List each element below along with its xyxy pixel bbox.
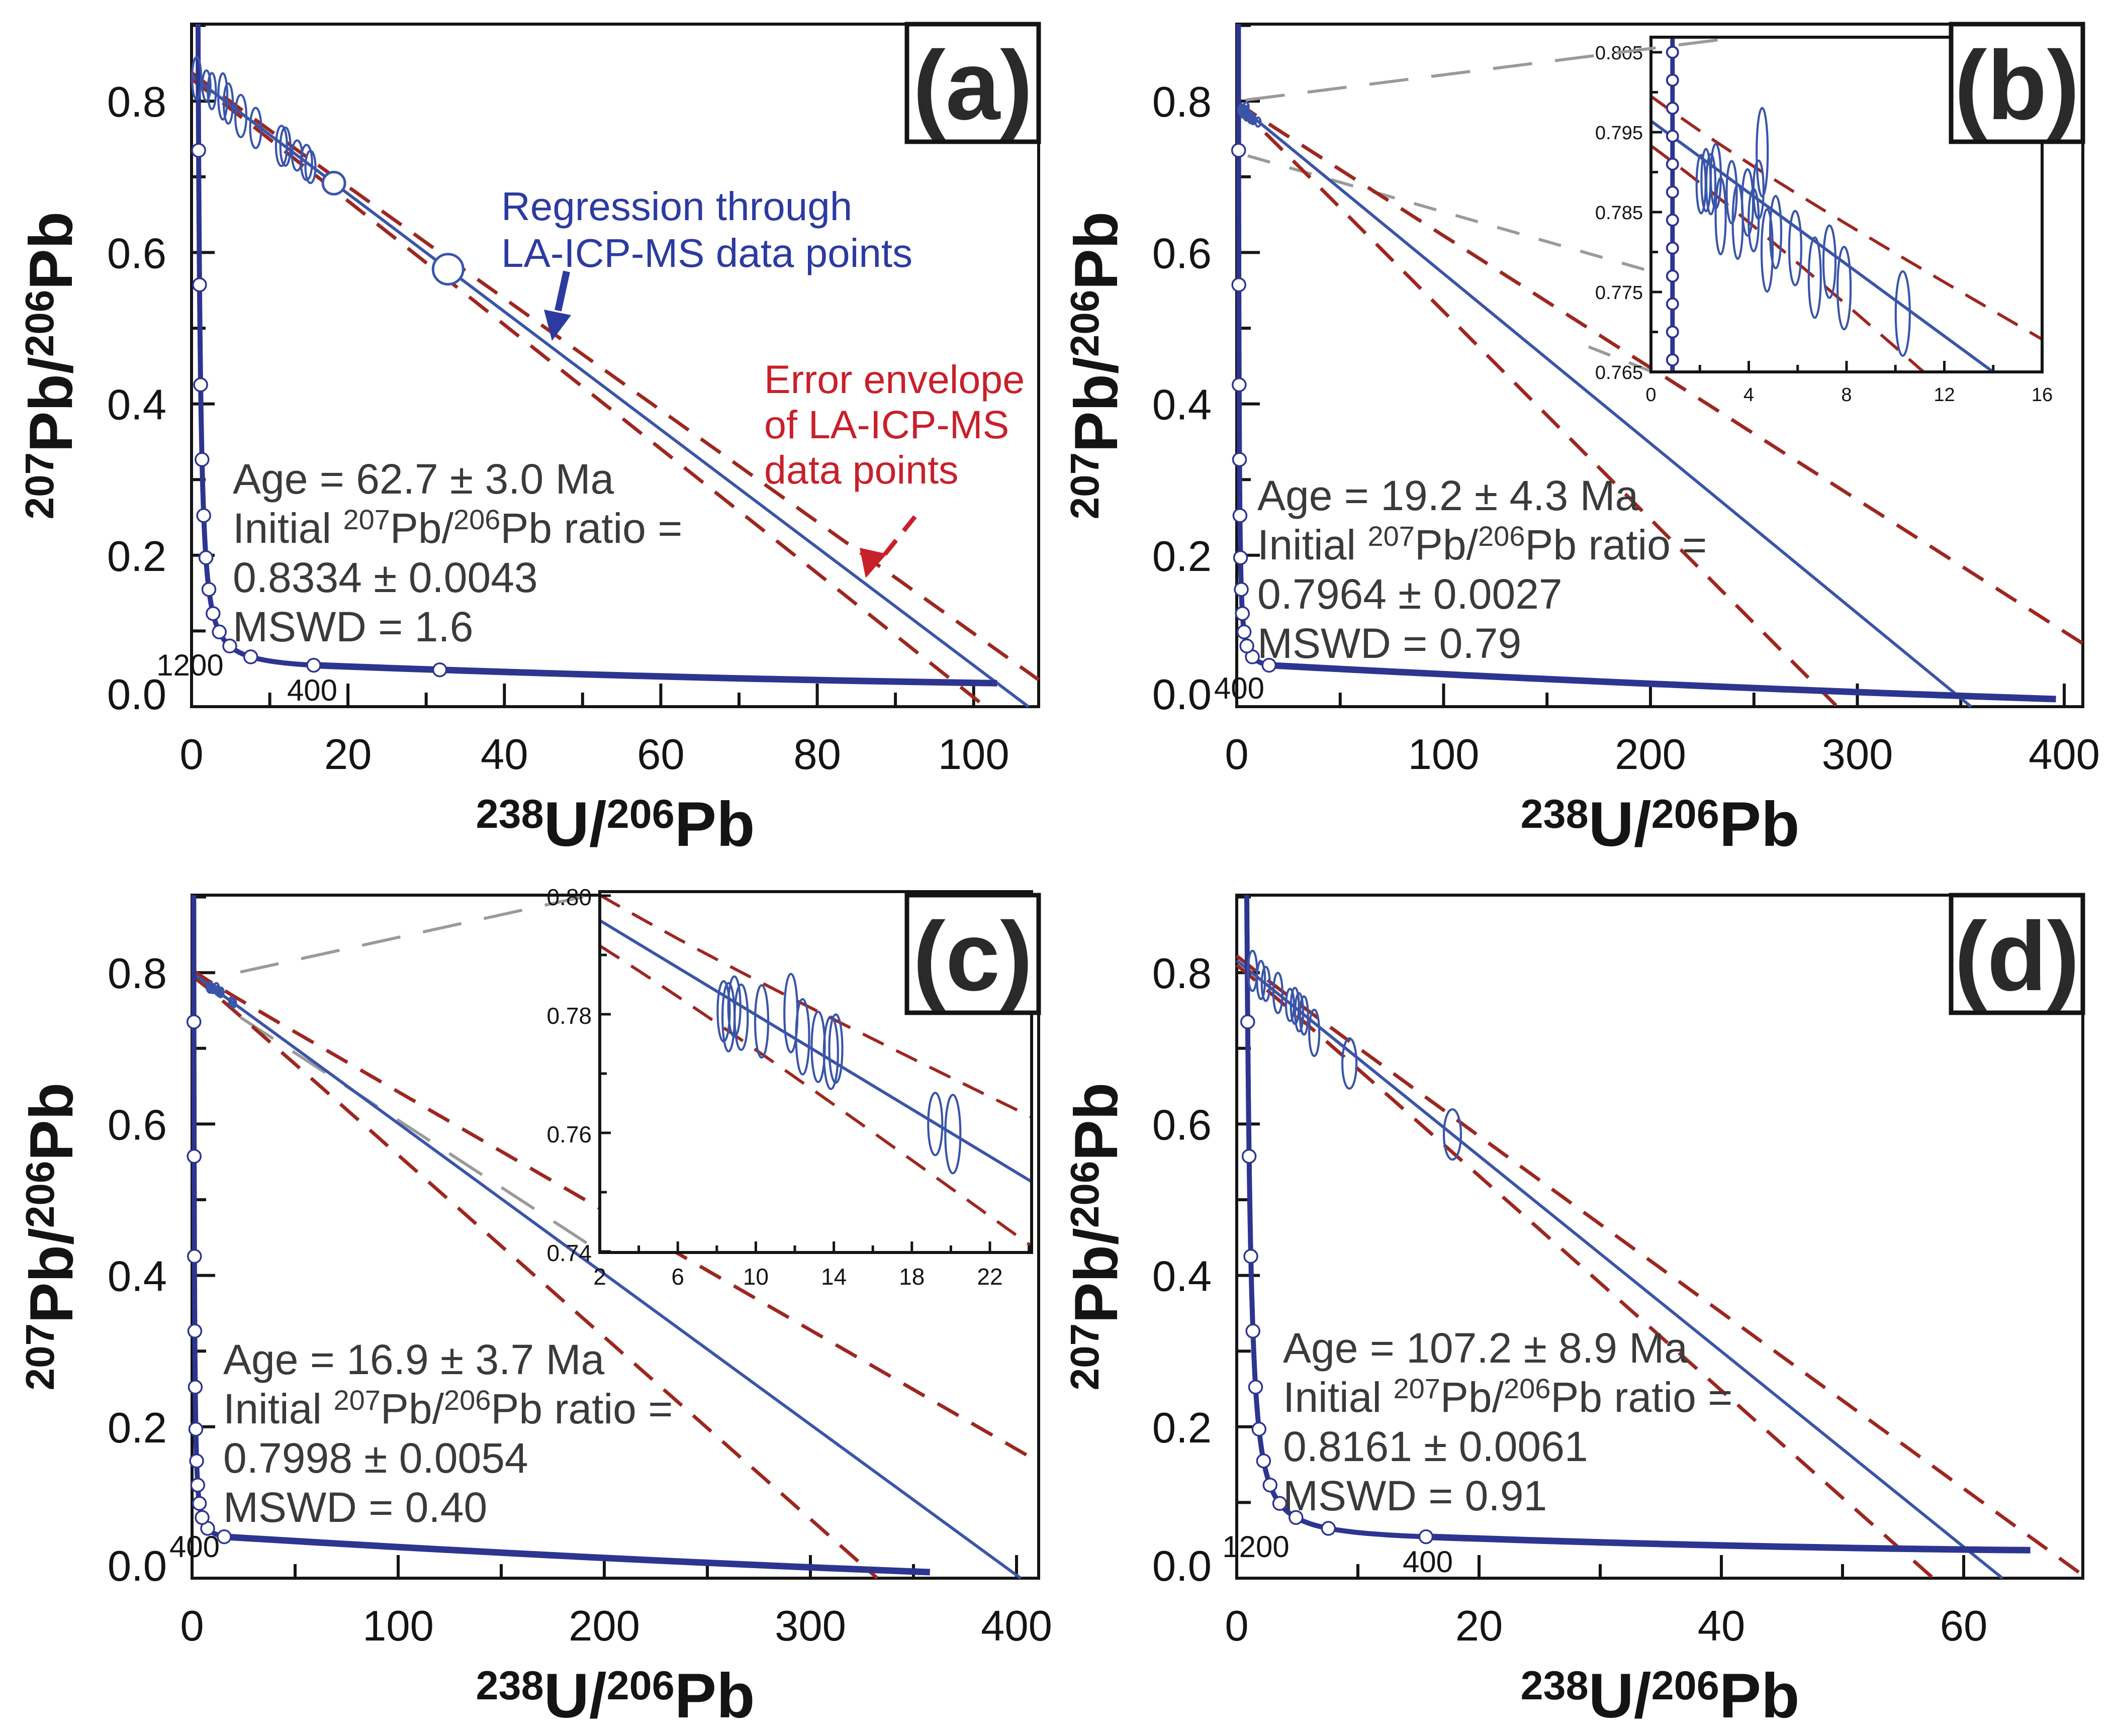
- svg-text:0.7964 ± 0.0027: 0.7964 ± 0.0027: [1257, 570, 1562, 618]
- svg-text:300: 300: [775, 1602, 846, 1650]
- svg-text:16: 16: [2032, 384, 2053, 406]
- svg-text:60: 60: [1940, 1602, 1988, 1650]
- svg-text:0.795: 0.795: [1595, 123, 1643, 144]
- svg-text:207Pb/206Pb: 207Pb/206Pb: [17, 212, 85, 520]
- svg-text:22: 22: [977, 1264, 1002, 1290]
- svg-text:80: 80: [793, 731, 841, 779]
- svg-text:0.74: 0.74: [546, 1240, 592, 1266]
- svg-text:0.0: 0.0: [1152, 671, 1212, 719]
- svg-text:(d): (d): [1955, 902, 2080, 1011]
- svg-text:0.78: 0.78: [546, 1003, 592, 1029]
- svg-text:Initial 207Pb/206Pb ratio =: Initial 207Pb/206Pb ratio =: [1257, 520, 1707, 568]
- svg-text:207Pb/206Pb: 207Pb/206Pb: [17, 1083, 85, 1391]
- svg-text:Initial 207Pb/206Pb ratio =: Initial 207Pb/206Pb ratio =: [223, 1384, 673, 1432]
- svg-text:238U/206Pb: 238U/206Pb: [1520, 790, 1799, 859]
- svg-text:0.8334 ± 0.0043: 0.8334 ± 0.0043: [233, 554, 538, 601]
- svg-text:0.4: 0.4: [107, 381, 166, 429]
- svg-text:0: 0: [179, 731, 203, 779]
- svg-text:Initial 207Pb/206Pb ratio =: Initial 207Pb/206Pb ratio =: [233, 504, 682, 552]
- svg-text:0: 0: [1225, 731, 1248, 779]
- svg-text:0.8161 ± 0.0061: 0.8161 ± 0.0061: [1283, 1423, 1588, 1470]
- svg-text:0: 0: [1225, 1602, 1248, 1650]
- svg-text:400: 400: [981, 1602, 1052, 1650]
- svg-text:207Pb/206Pb: 207Pb/206Pb: [1062, 1083, 1130, 1391]
- svg-text:0.785: 0.785: [1595, 203, 1643, 224]
- svg-text:of LA-ICP-MS: of LA-ICP-MS: [764, 402, 1009, 447]
- svg-text:238U/206Pb: 238U/206Pb: [476, 1661, 755, 1731]
- svg-text:MSWD = 0.91: MSWD = 0.91: [1283, 1472, 1547, 1519]
- svg-text:0.4: 0.4: [1152, 1253, 1212, 1301]
- svg-text:207Pb/206Pb: 207Pb/206Pb: [1062, 212, 1130, 520]
- svg-text:0.0: 0.0: [108, 1542, 167, 1590]
- svg-text:0.6: 0.6: [107, 230, 166, 277]
- svg-text:0.2: 0.2: [1152, 533, 1212, 581]
- svg-text:0.765: 0.765: [1595, 362, 1643, 383]
- svg-text:0.8: 0.8: [1152, 78, 1212, 126]
- svg-text:12: 12: [1934, 384, 1955, 406]
- svg-text:100: 100: [1408, 731, 1480, 779]
- svg-text:1200: 1200: [1222, 1530, 1289, 1564]
- svg-text:8: 8: [1841, 384, 1852, 406]
- svg-text:0.0: 0.0: [107, 671, 166, 719]
- svg-text:238U/206Pb: 238U/206Pb: [476, 790, 755, 859]
- svg-text:0: 0: [1645, 384, 1656, 406]
- svg-text:Age = 62.7 ± 3.0 Ma: Age = 62.7 ± 3.0 Ma: [233, 455, 614, 503]
- svg-text:0: 0: [180, 1602, 204, 1650]
- svg-text:MSWD = 0.40: MSWD = 0.40: [223, 1484, 487, 1531]
- svg-text:0.2: 0.2: [107, 533, 166, 581]
- svg-text:18: 18: [899, 1264, 925, 1290]
- svg-text:100: 100: [362, 1602, 434, 1650]
- svg-text:0.4: 0.4: [108, 1253, 167, 1301]
- svg-text:200: 200: [1615, 731, 1686, 779]
- svg-text:MSWD = 0.79: MSWD = 0.79: [1257, 620, 1521, 667]
- svg-text:0.4: 0.4: [1152, 381, 1212, 429]
- svg-text:2: 2: [593, 1264, 606, 1290]
- svg-text:4: 4: [1743, 384, 1754, 406]
- svg-text:0.8: 0.8: [108, 950, 167, 998]
- svg-text:LA-ICP-MS data points: LA-ICP-MS data points: [501, 231, 912, 275]
- svg-text:10: 10: [743, 1264, 769, 1290]
- svg-text:400: 400: [287, 673, 337, 707]
- svg-text:40: 40: [1698, 1602, 1745, 1650]
- svg-text:20: 20: [1455, 1602, 1503, 1650]
- svg-text:Age = 16.9 ± 3.7 Ma: Age = 16.9 ± 3.7 Ma: [223, 1336, 605, 1383]
- svg-text:400: 400: [2029, 731, 2100, 779]
- svg-text:0.775: 0.775: [1595, 282, 1643, 304]
- svg-text:Age = 107.2 ± 8.9 Ma: Age = 107.2 ± 8.9 Ma: [1283, 1324, 1688, 1372]
- svg-text:(c): (c): [913, 902, 1033, 1011]
- svg-text:200: 200: [569, 1602, 640, 1650]
- svg-text:14: 14: [821, 1264, 847, 1290]
- svg-text:100: 100: [938, 731, 1009, 779]
- svg-text:60: 60: [637, 731, 685, 779]
- svg-text:238U/206Pb: 238U/206Pb: [1520, 1661, 1799, 1731]
- svg-text:1200: 1200: [156, 648, 223, 682]
- svg-text:0.6: 0.6: [108, 1101, 167, 1149]
- svg-text:40: 40: [481, 731, 528, 779]
- svg-text:(a): (a): [913, 31, 1033, 140]
- svg-text:20: 20: [324, 731, 372, 779]
- svg-text:0.2: 0.2: [108, 1404, 167, 1452]
- svg-text:0.8: 0.8: [107, 78, 166, 126]
- svg-text:data points: data points: [764, 447, 959, 492]
- svg-text:Regression through: Regression through: [501, 184, 852, 229]
- svg-text:6: 6: [671, 1264, 684, 1290]
- svg-text:0.76: 0.76: [546, 1121, 592, 1147]
- svg-text:0.0: 0.0: [1152, 1542, 1212, 1590]
- svg-text:400: 400: [1403, 1545, 1453, 1579]
- svg-text:0.8: 0.8: [1152, 950, 1212, 998]
- svg-text:0.7998 ± 0.0054: 0.7998 ± 0.0054: [223, 1434, 528, 1482]
- svg-text:400: 400: [1214, 671, 1264, 705]
- svg-text:Age = 19.2 ± 4.3 Ma: Age = 19.2 ± 4.3 Ma: [1257, 472, 1639, 519]
- svg-text:300: 300: [1822, 731, 1893, 779]
- svg-text:0.6: 0.6: [1152, 1101, 1212, 1149]
- svg-text:(b): (b): [1955, 31, 2080, 140]
- svg-text:Error envelope: Error envelope: [764, 357, 1025, 402]
- svg-text:0.80: 0.80: [546, 884, 592, 910]
- svg-text:0.2: 0.2: [1152, 1404, 1212, 1452]
- svg-text:0.6: 0.6: [1152, 230, 1212, 277]
- svg-text:MSWD = 1.6: MSWD = 1.6: [233, 603, 473, 650]
- svg-text:400: 400: [169, 1530, 220, 1564]
